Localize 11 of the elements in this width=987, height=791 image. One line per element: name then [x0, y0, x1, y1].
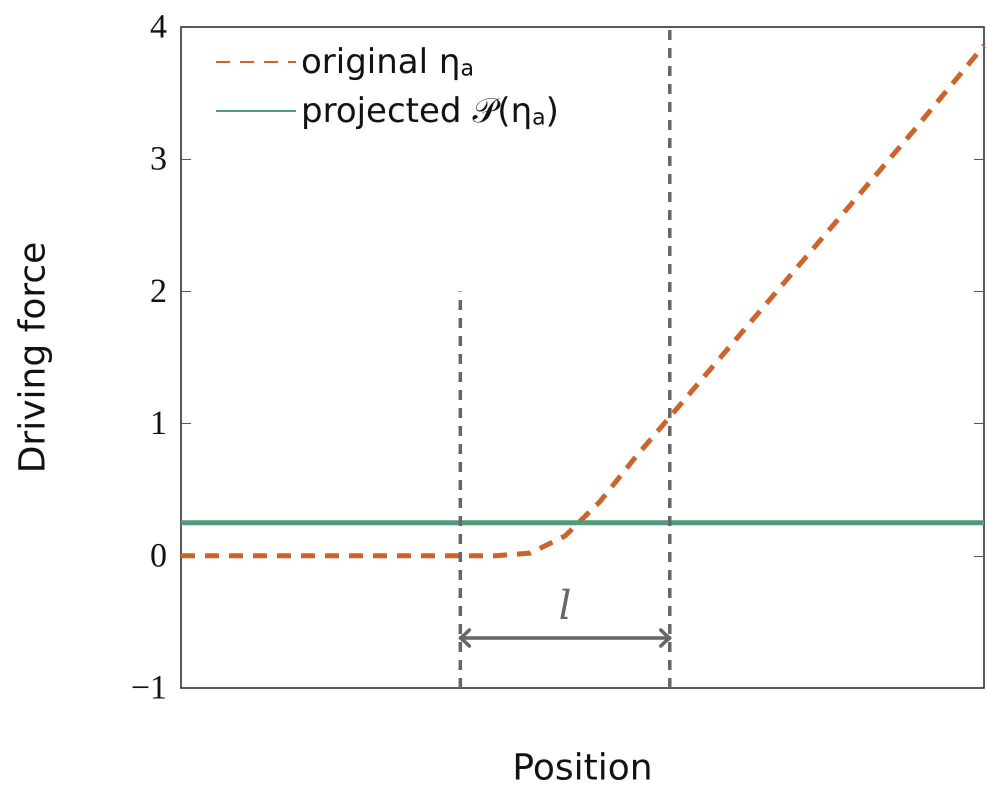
- y-tick-label: 3: [150, 140, 167, 178]
- y-tick-label: 4: [150, 8, 167, 46]
- legend-label: original ηa: [301, 42, 474, 82]
- y-tick-label: −1: [130, 670, 167, 706]
- y-axis-title: Driving force: [12, 242, 54, 474]
- annotation: l: [558, 583, 572, 629]
- y-tick-label: 0: [150, 537, 167, 574]
- y-tick-label: 2: [150, 272, 167, 310]
- y-tick-label: 1: [150, 405, 167, 442]
- x-axis-title: Position: [512, 748, 653, 788]
- legend-label: projected 𝒫(ηa): [301, 91, 559, 131]
